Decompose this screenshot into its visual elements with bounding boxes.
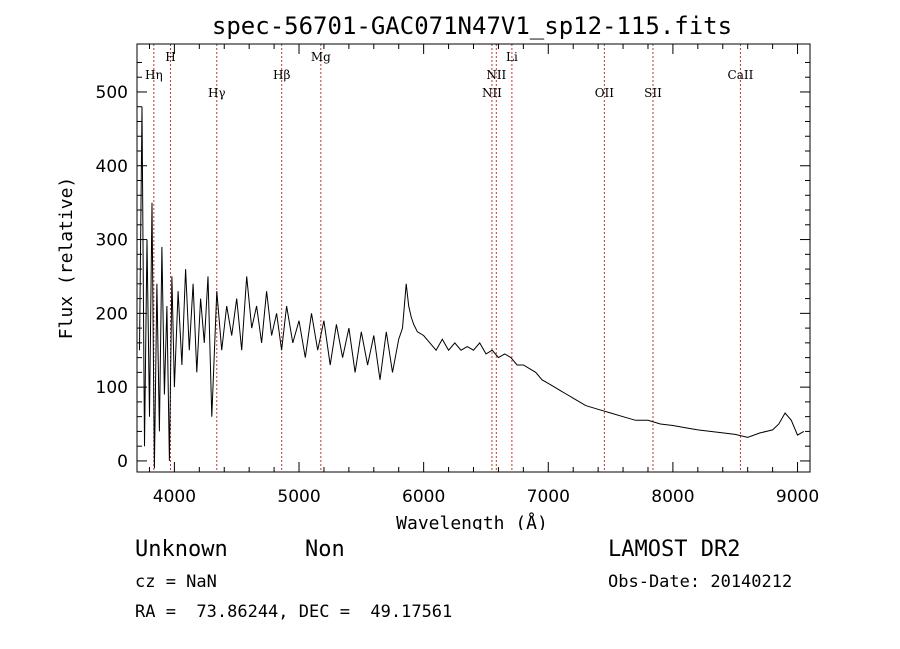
x-tick-label: 4000 [153, 487, 196, 507]
plot-frame [136, 43, 811, 473]
line-label-1: H [165, 50, 175, 64]
line-label-5: NII [482, 86, 502, 100]
object-subclass: Non [305, 537, 345, 562]
y-tick-label: 500 [96, 83, 128, 103]
x-axis: 4000 5000 6000 7000 8000 9000 [148, 44, 819, 507]
y-tick-label: 200 [96, 304, 128, 324]
line-label-10: CaII [728, 68, 754, 82]
x-tick-label: 8000 [651, 487, 694, 507]
spectrum-line [139, 106, 805, 469]
spectral-line-markers [153, 44, 741, 472]
sky-coordinates: RA = 73.86244, DEC = 49.17561 [135, 602, 453, 622]
x-axis-label: Wavelength (Å) [396, 512, 548, 530]
x-tick-label: 9000 [776, 487, 819, 507]
survey-name: LAMOST DR2 [608, 537, 741, 562]
object-class: Unknown [135, 537, 228, 562]
y-axis: 0 100 200 300 400 500 [96, 61, 810, 472]
y-tick-label: 400 [96, 157, 128, 177]
x-tick-label: 7000 [527, 487, 570, 507]
y-tick-label: 0 [117, 452, 128, 472]
x-tick-label: 5000 [277, 487, 320, 507]
chart-title: spec-56701-GAC071N47V1_sp12-115.fits [212, 12, 732, 40]
line-label-3: Hβ [273, 68, 290, 82]
y-tick-label: 300 [96, 231, 128, 251]
line-label-4: Mg [311, 50, 331, 64]
line-label-0: Hη [145, 68, 163, 82]
line-label-7: Li [506, 50, 518, 64]
spectrum-chart: spec-56701-GAC071N47V1_sp12-115.fits HηH… [56, 12, 819, 530]
y-tick-label: 100 [96, 378, 128, 398]
line-label-2: Hγ [208, 86, 226, 100]
line-label-6: NII [486, 68, 506, 82]
line-label-8: OII [595, 86, 615, 100]
observation-date: Obs-Date: 20140212 [608, 572, 793, 592]
x-tick-label: 6000 [402, 487, 445, 507]
y-axis-label: Flux (relative) [56, 177, 77, 340]
line-label-9: SII [644, 86, 662, 100]
redshift-cz: cz = NaN [135, 572, 217, 592]
